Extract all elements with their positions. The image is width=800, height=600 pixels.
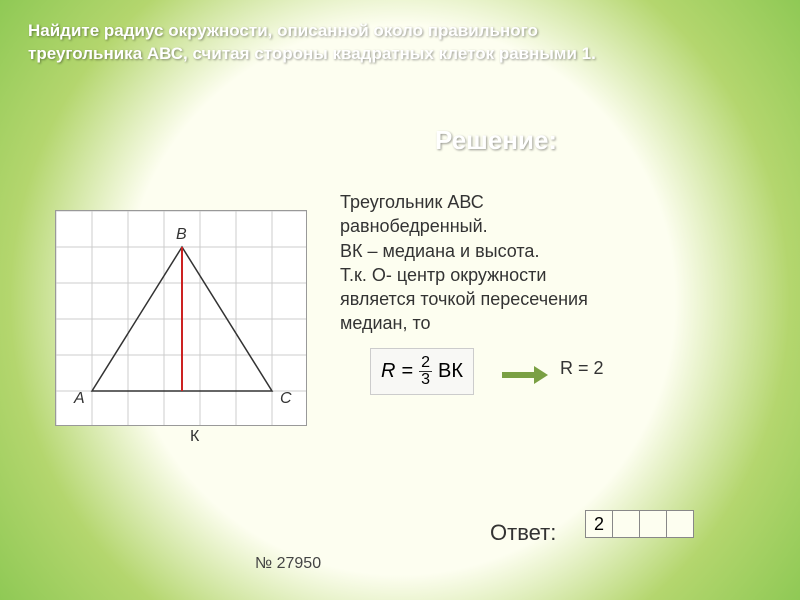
answer-cell [639,510,667,538]
formula-box: R = 2 3 ВК [370,348,474,395]
answer-cell [612,510,640,538]
problem-header: Найдите радиус окружности, описанной око… [0,0,800,66]
header-line-1: Найдите радиус окружности, описанной око… [28,20,772,43]
solution-line: медиан, то [340,311,720,335]
svg-text:B: B [176,226,187,243]
task-number: № 27950 [255,555,321,573]
solution-title: Решение: [435,125,557,156]
answer-boxes: 2 [585,510,693,538]
solution-line: Т.к. О- центр окружности [340,263,720,287]
frac-den: 3 [419,372,432,388]
r-result: R = 2 [560,358,604,379]
answer-cell [666,510,694,538]
answer-label: Ответ: [490,520,556,546]
formula-eq: = [401,360,413,383]
answer-cell: 2 [585,510,613,538]
solution-line: равнобедренный. [340,214,720,238]
svg-text:A: A [73,390,85,407]
triangle-diagram: A B C [55,210,307,426]
formula-lhs: R [381,360,395,383]
solution-line: является точкой пересечения [340,287,720,311]
solution-line: Треугольник АВС [340,190,720,214]
arrow-icon [500,362,548,388]
header-line-2: треугольника АВС, считая стороны квадрат… [28,43,772,66]
formula-rhs: ВК [438,360,463,383]
point-k-label: К [190,428,199,446]
solution-line: ВК – медиана и высота. [340,239,720,263]
formula-fraction: 2 3 [419,355,432,388]
frac-num: 2 [419,355,432,372]
solution-text: Треугольник АВС равнобедренный. ВК – мед… [340,190,720,336]
svg-text:C: C [280,390,292,407]
